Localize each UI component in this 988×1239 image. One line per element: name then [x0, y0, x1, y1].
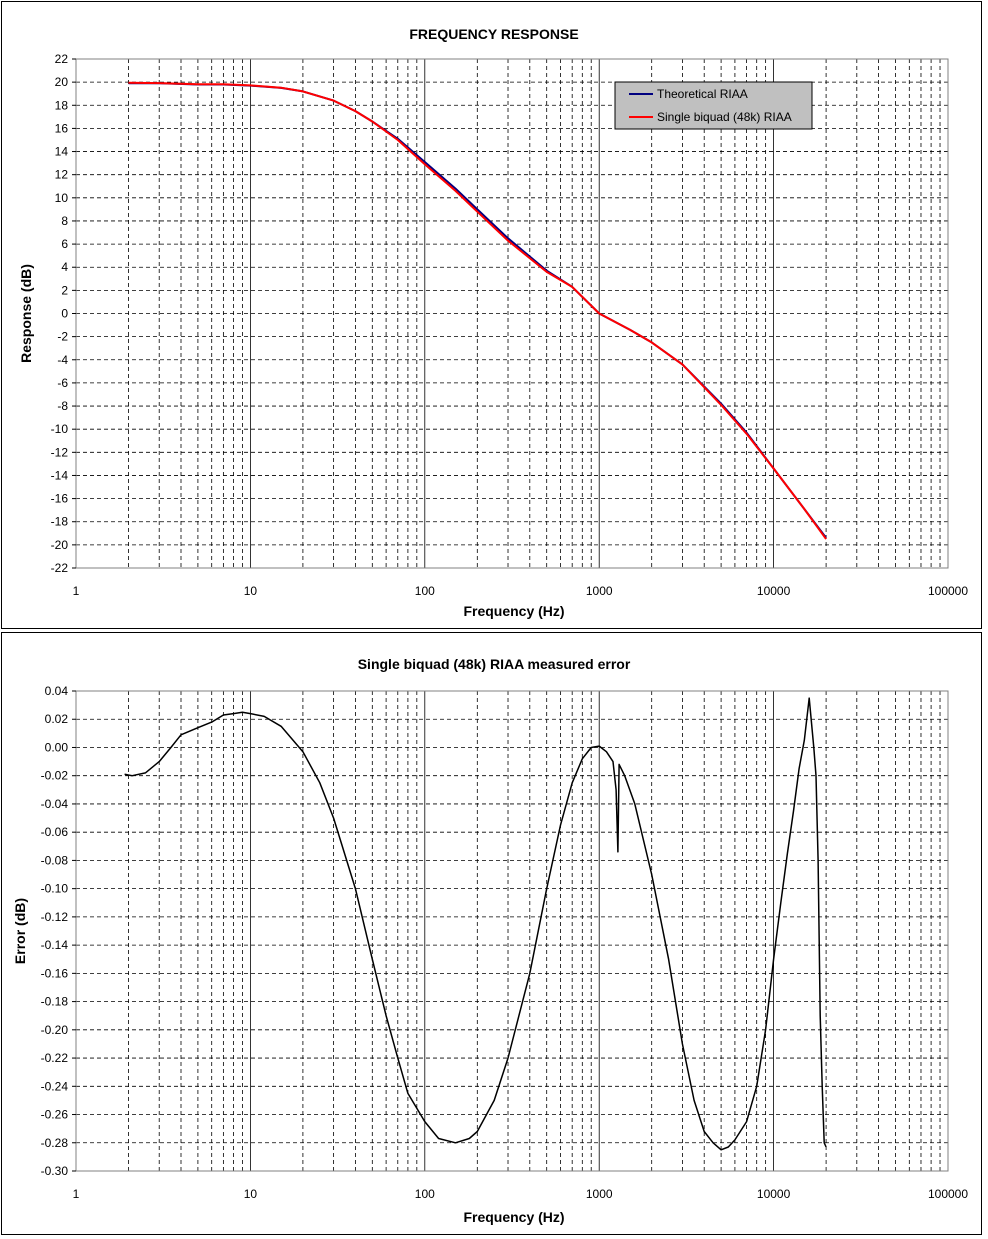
y-tick-label: -0.04 — [41, 797, 69, 811]
y-tick-label: 2 — [61, 283, 68, 297]
y-tick-label: -0.10 — [41, 882, 69, 896]
x-tick-label: 10000 — [757, 1187, 791, 1201]
y-tick-label: -10 — [51, 422, 69, 436]
y-tick-label: 22 — [55, 52, 69, 66]
frequency-response-chart: 2220181614121086420-2-4-6-8-10-12-14-16-… — [18, 26, 968, 619]
series-line — [128, 81, 827, 540]
y-tick-label: -16 — [51, 492, 69, 506]
y-tick-label: 0.00 — [45, 740, 69, 754]
y-tick-label: 0 — [61, 307, 68, 321]
y-tick-label: 10 — [55, 191, 69, 205]
x-tick-label: 10 — [244, 584, 258, 598]
y-tick-label: -0.18 — [41, 995, 69, 1009]
y-tick-label: 0.04 — [45, 684, 69, 698]
y-tick-label: -18 — [51, 515, 69, 529]
y-tick-label: -0.06 — [41, 825, 69, 839]
error-panel: 0.04 0.02 0.00 -0.02 -0.04 -0.06 -0.08 -0.10 -0.… — [1, 632, 982, 1235]
y-tick-label: 16 — [55, 121, 69, 135]
y-tick-label: -14 — [51, 468, 69, 482]
y-tick-label: -22 — [51, 561, 69, 575]
y-tick-label: -20 — [51, 538, 69, 552]
y-tick-label: 14 — [55, 145, 69, 159]
plot-area — [76, 691, 948, 1171]
y-tick-label: 8 — [61, 214, 68, 228]
y-tick-label: -0.30 — [41, 1164, 69, 1178]
x-tick-label: 10000 — [757, 584, 791, 598]
legend-box — [614, 81, 813, 130]
y-tick-label: -0.14 — [41, 938, 69, 952]
legend-label: Single biquad (48k) RIAA — [657, 110, 792, 124]
y-tick-label: -2 — [57, 330, 68, 344]
chart-title: Single biquad (48k) RIAA measured error — [358, 656, 631, 672]
y-tick-label: 12 — [55, 168, 69, 182]
x-tick-label: 1 — [73, 1187, 80, 1201]
x-tick-label: 100 — [415, 584, 435, 598]
legend: Theoretical RIAA Single biquad (48k) RIAA — [614, 81, 813, 130]
y-tick-label: 4 — [61, 260, 68, 274]
error-chart: 0.04 0.02 0.00 -0.02 -0.04 -0.06 -0.08 -0.10 -0.… — [12, 656, 968, 1225]
y-tick-label: -0.20 — [41, 1023, 69, 1037]
plot-border — [75, 690, 949, 1172]
y-tick-label: -6 — [57, 376, 68, 390]
x-tick-label: 100000 — [928, 1187, 968, 1201]
y-tick-label: -8 — [57, 399, 68, 413]
y-axis-label: Response (dB) — [18, 264, 34, 363]
series-line — [124, 697, 827, 1151]
chart-title: FREQUENCY RESPONSE — [409, 26, 578, 42]
y-tick-label: -0.08 — [41, 853, 69, 867]
y-tick-label: -0.12 — [41, 910, 69, 924]
y-tick-label: 0.02 — [45, 712, 69, 726]
y-tick-label: -4 — [57, 353, 68, 367]
x-tick-label: 100 — [415, 1187, 435, 1201]
legend-label: Theoretical RIAA — [657, 87, 748, 101]
y-tick-label: 18 — [55, 98, 69, 112]
x-tick-label: 10 — [244, 1187, 258, 1201]
y-tick-label: -0.02 — [41, 769, 69, 783]
x-axis-label: Frequency (Hz) — [463, 603, 564, 619]
y-tick-label: -0.22 — [41, 1051, 69, 1065]
x-tick-label: 100000 — [928, 584, 968, 598]
y-tick-label: -12 — [51, 445, 69, 459]
y-tick-label: -0.24 — [41, 1079, 69, 1093]
x-axis-label: Frequency (Hz) — [463, 1209, 564, 1225]
y-tick-label: -0.16 — [41, 966, 69, 980]
y-tick-label: 20 — [55, 75, 69, 89]
x-tick-label: 1000 — [586, 1187, 613, 1201]
x-tick-label: 1 — [73, 584, 80, 598]
x-tick-label: 1000 — [586, 584, 613, 598]
y-tick-label: -0.26 — [41, 1108, 69, 1122]
y-axis-label: Error (dB) — [12, 898, 28, 964]
frequency-response-panel: 22 20 18 16 14 12 10 8 6 4 2 0 -2 -4 -6 -8 -10 -12 -14 -16-… — [1, 1, 982, 629]
y-tick-label: -0.28 — [41, 1136, 69, 1150]
y-tick-label: 6 — [61, 237, 68, 251]
